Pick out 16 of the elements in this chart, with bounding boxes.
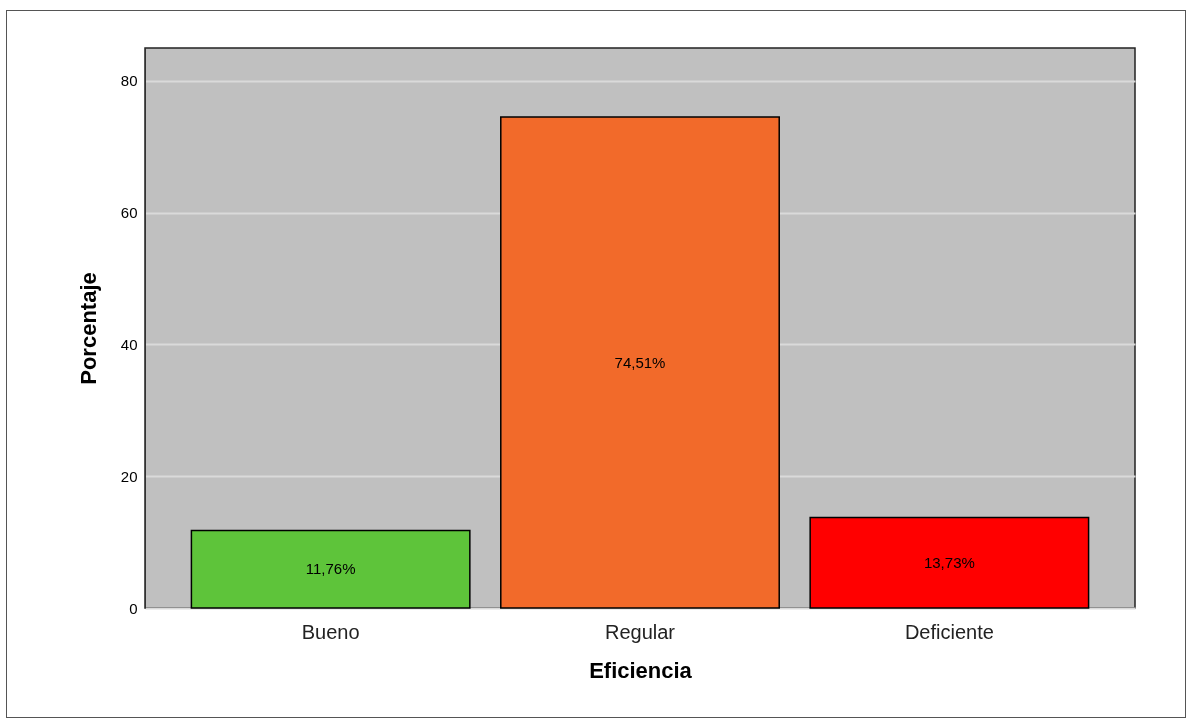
data-label: 13,73% xyxy=(923,553,975,571)
data-label: 11,76% xyxy=(305,560,356,578)
y-axis-title: Porcentaje xyxy=(75,272,101,385)
data-label: 74,51% xyxy=(614,353,666,371)
y-tick-label: 40 xyxy=(120,335,138,353)
x-tick-label: Deficiente xyxy=(904,620,994,643)
x-tick-label: Regular xyxy=(604,620,676,643)
x-tick-label: Bueno xyxy=(301,620,360,643)
y-tick-label: 20 xyxy=(120,467,138,485)
bar xyxy=(809,516,1090,609)
bar xyxy=(500,116,780,609)
y-tick-label: 0 xyxy=(129,599,138,617)
bar xyxy=(190,529,471,609)
y-tick-label: 80 xyxy=(120,72,138,90)
y-tick-label: 60 xyxy=(120,204,138,222)
x-axis-title: Eficiencia xyxy=(589,657,693,683)
